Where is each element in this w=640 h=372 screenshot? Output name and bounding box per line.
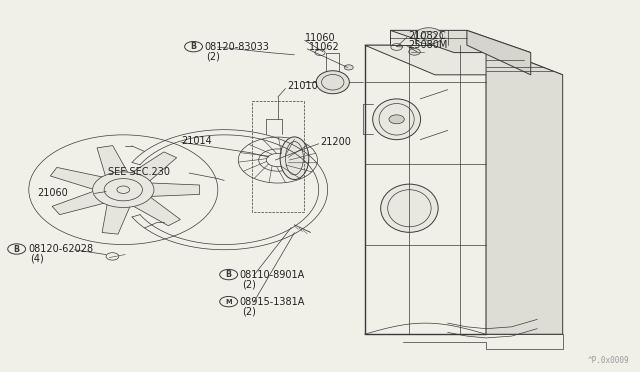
Polygon shape	[52, 189, 112, 215]
Circle shape	[220, 269, 237, 280]
Text: (2): (2)	[242, 306, 256, 316]
Text: 08120-62028: 08120-62028	[28, 244, 93, 254]
Circle shape	[184, 41, 202, 52]
Polygon shape	[390, 31, 467, 45]
Text: 11060: 11060	[305, 33, 335, 43]
Text: B: B	[226, 270, 232, 279]
Polygon shape	[467, 31, 531, 75]
Polygon shape	[97, 145, 131, 181]
Circle shape	[344, 65, 353, 70]
Text: 25080M: 25080M	[408, 40, 447, 50]
Circle shape	[8, 244, 26, 254]
Text: 21014: 21014	[181, 136, 212, 146]
Text: (2): (2)	[206, 51, 220, 61]
Polygon shape	[486, 45, 563, 334]
Ellipse shape	[372, 99, 420, 140]
Circle shape	[220, 296, 237, 307]
Text: B: B	[13, 244, 20, 253]
Polygon shape	[143, 183, 200, 197]
Polygon shape	[365, 45, 486, 334]
Ellipse shape	[280, 137, 309, 180]
Polygon shape	[102, 199, 132, 234]
Text: 21200: 21200	[320, 137, 351, 147]
Text: 08120-83033: 08120-83033	[204, 42, 269, 52]
Text: 08915-1381A: 08915-1381A	[239, 296, 305, 307]
Polygon shape	[390, 31, 531, 52]
Text: 11062: 11062	[308, 42, 339, 52]
Circle shape	[409, 48, 420, 55]
Ellipse shape	[316, 71, 349, 94]
Text: 08110-8901A: 08110-8901A	[239, 270, 305, 280]
Text: (2): (2)	[242, 279, 256, 289]
Polygon shape	[51, 167, 111, 192]
Polygon shape	[365, 45, 563, 75]
Text: M: M	[225, 299, 232, 305]
Polygon shape	[125, 152, 177, 185]
Text: 21060: 21060	[37, 187, 68, 198]
Text: SEE SEC.230: SEE SEC.230	[108, 167, 170, 177]
Polygon shape	[127, 193, 180, 226]
Text: 21082C: 21082C	[408, 31, 445, 41]
Text: (4): (4)	[30, 254, 44, 264]
Circle shape	[93, 172, 154, 208]
Text: ^P.0x0009: ^P.0x0009	[588, 356, 630, 365]
Text: 21010: 21010	[287, 81, 317, 91]
Text: B: B	[191, 42, 196, 51]
Ellipse shape	[381, 184, 438, 232]
Circle shape	[389, 115, 404, 124]
Circle shape	[415, 28, 443, 44]
